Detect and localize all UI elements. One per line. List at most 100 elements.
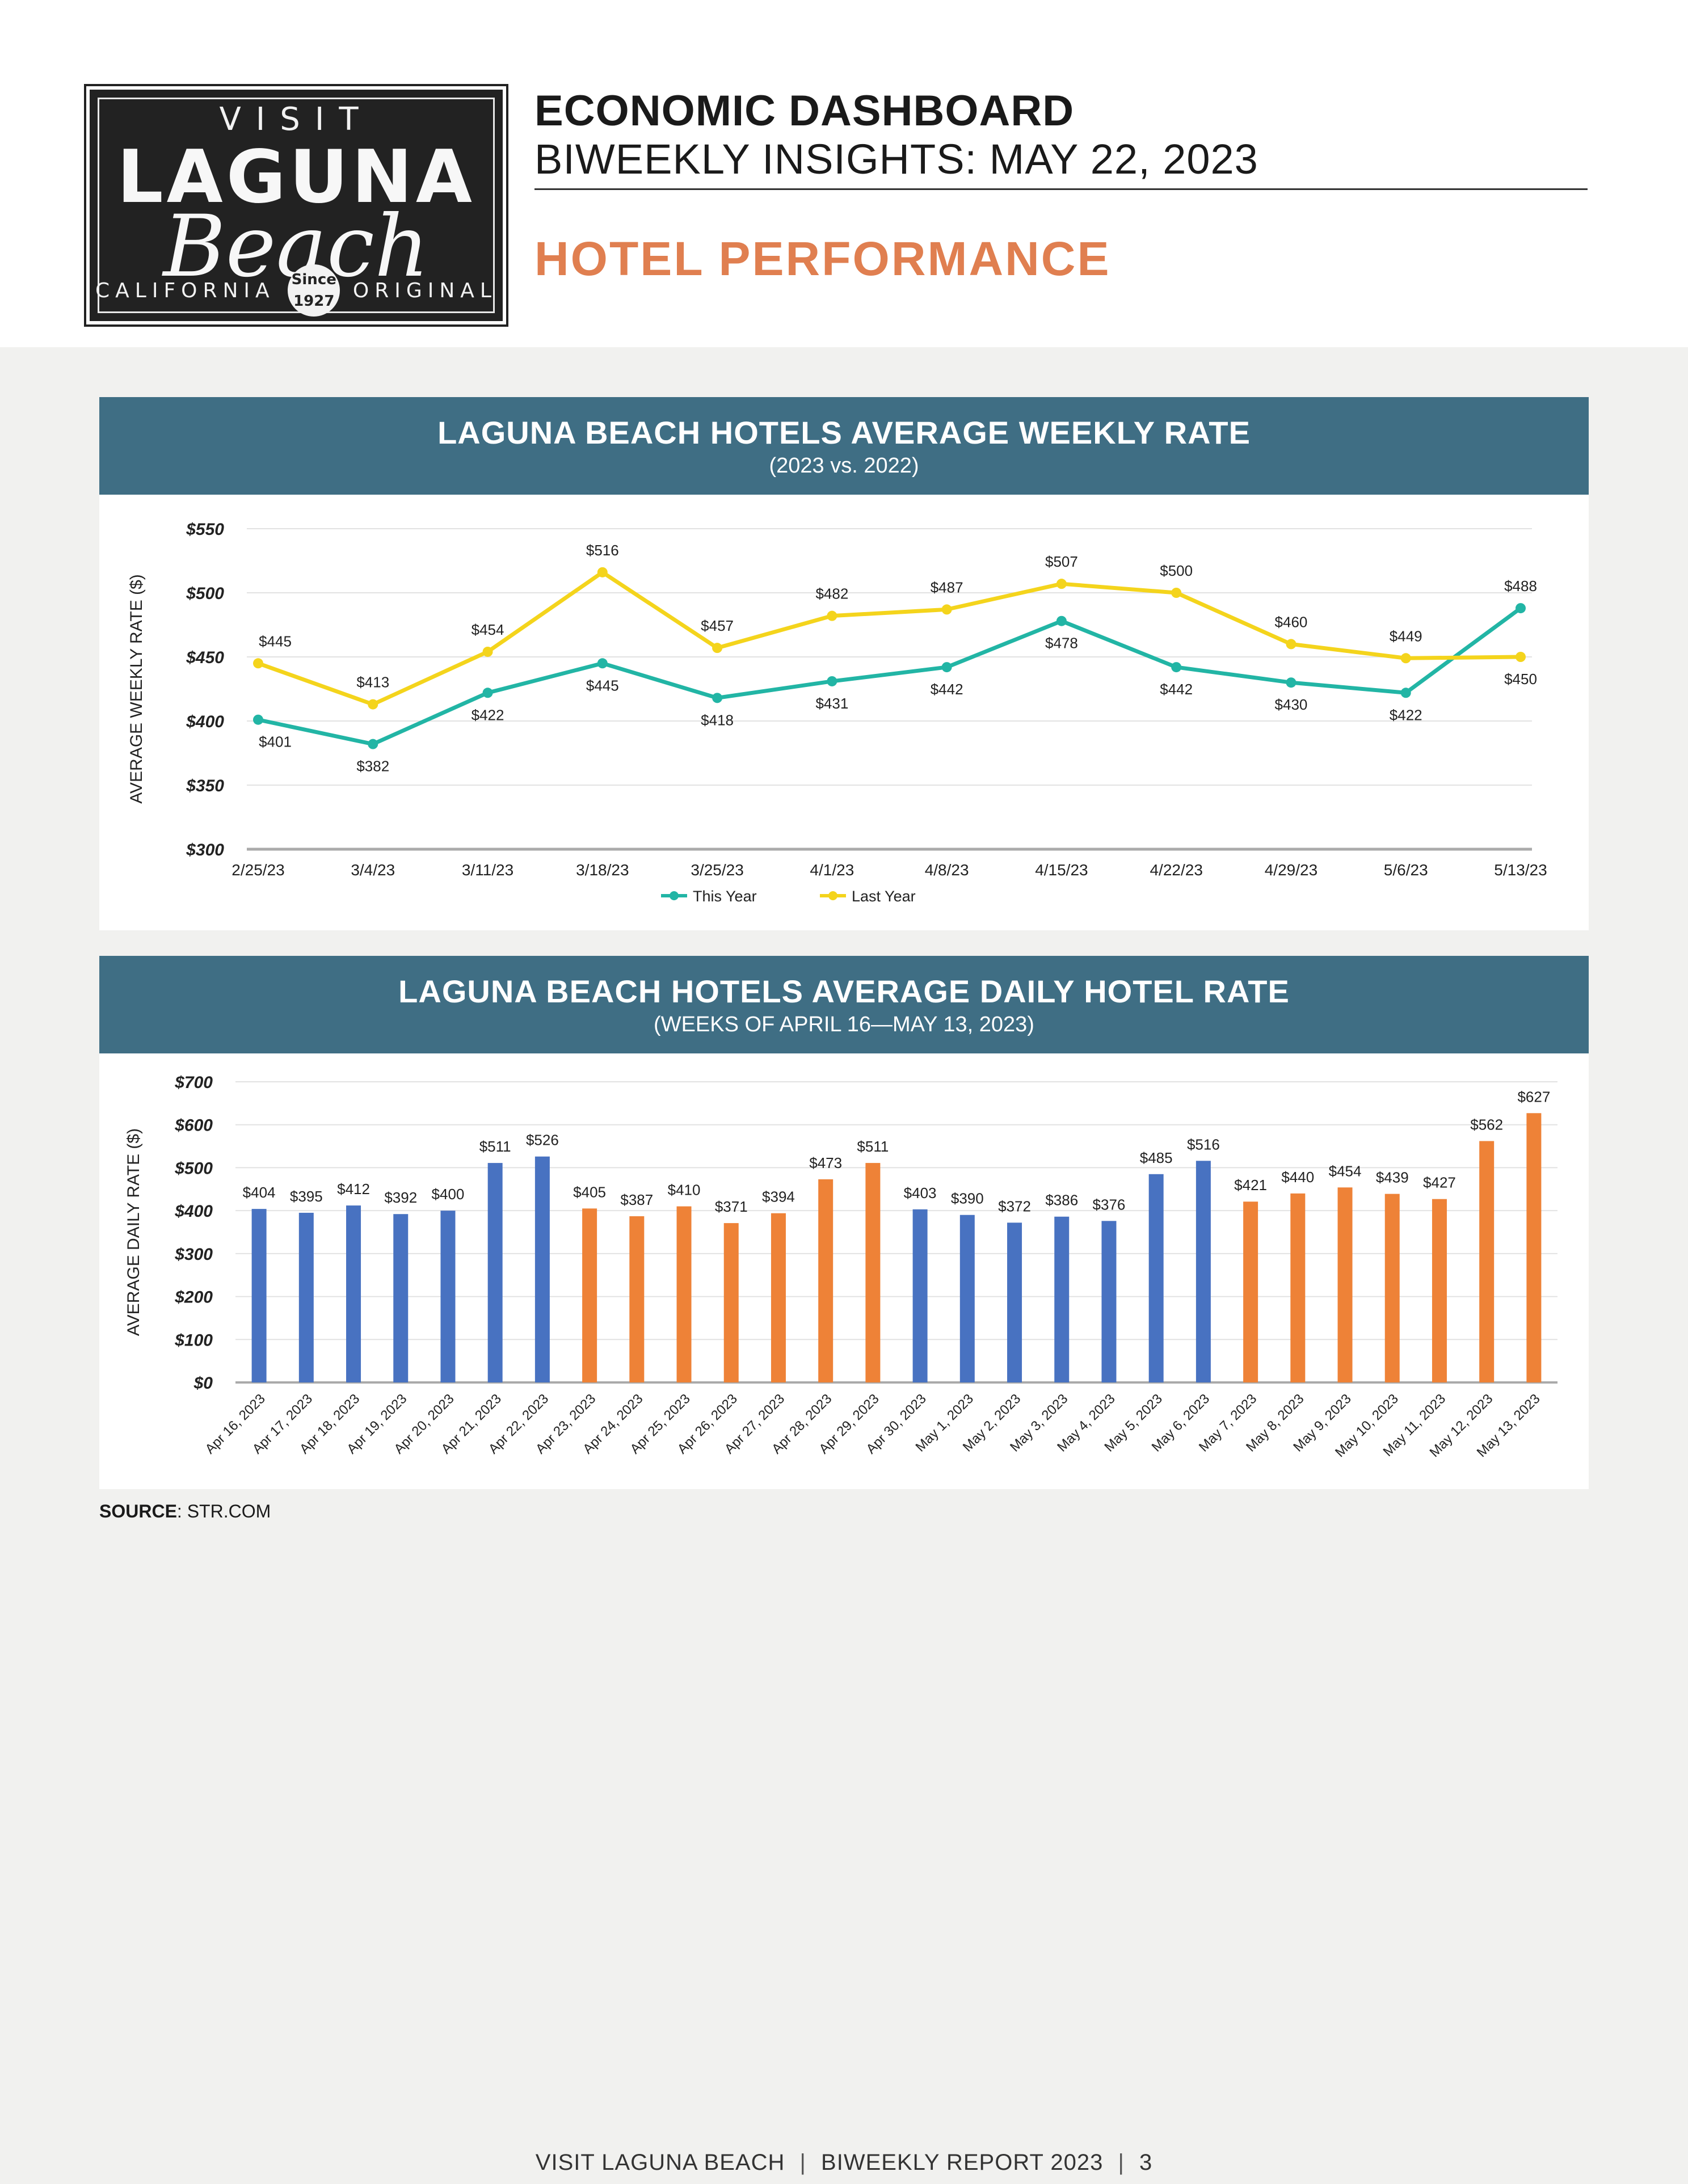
- logo-tagline: CALIFORNIA Since 1927 ORIGINAL: [95, 264, 497, 317]
- y-tick-label: $200: [174, 1288, 213, 1307]
- logo-since-seal: Since 1927: [288, 264, 340, 317]
- data-label: $445: [259, 633, 292, 650]
- data-label: $418: [701, 711, 734, 728]
- y-tick-label: $700: [174, 1073, 213, 1092]
- data-label: $410: [668, 1182, 701, 1199]
- data-label: $442: [1160, 681, 1193, 698]
- data-label: $390: [951, 1190, 984, 1207]
- data-label: $421: [1234, 1177, 1267, 1194]
- data-point: [597, 658, 608, 669]
- data-label: $488: [1504, 577, 1537, 595]
- y-tick-label: $0: [193, 1374, 213, 1393]
- y-tick-label: $450: [186, 648, 224, 667]
- section-title: HOTEL PERFORMANCE: [534, 232, 1111, 285]
- data-point: [597, 567, 608, 577]
- data-point: [712, 693, 723, 703]
- data-label: $395: [290, 1188, 323, 1205]
- bar: [912, 1209, 928, 1382]
- bar: [1526, 1113, 1542, 1382]
- data-point: [253, 658, 263, 669]
- source-label: SOURCE: [99, 1501, 177, 1521]
- y-tick-label: $400: [186, 712, 224, 731]
- data-label: $400: [432, 1186, 465, 1203]
- data-label: $431: [815, 695, 848, 712]
- header-divider: [534, 188, 1588, 190]
- x-tick-label: 2/25/23: [231, 861, 284, 879]
- daily-rate-chart-panel: LAGUNA BEACH HOTELS AVERAGE DAILY HOTEL …: [99, 956, 1589, 1489]
- daily-rate-chart-title: LAGUNA BEACH HOTELS AVERAGE DAILY HOTEL …: [398, 973, 1290, 1009]
- y-axis-label: AVERAGE WEEKLY RATE ($): [127, 574, 146, 804]
- data-label: $371: [715, 1198, 748, 1215]
- legend-label: Last Year: [852, 888, 916, 905]
- bar: [959, 1215, 975, 1382]
- y-tick-label: $550: [186, 520, 224, 539]
- bar: [1479, 1141, 1495, 1382]
- daily-rate-chart-subtitle: (WEEKS OF APRIL 16—MAY 13, 2023): [654, 1013, 1034, 1036]
- data-point: [827, 610, 837, 621]
- daily-rate-chart-header: LAGUNA BEACH HOTELS AVERAGE DAILY HOTEL …: [99, 956, 1589, 1053]
- data-point: [482, 688, 493, 698]
- legend-swatch-marker: [670, 891, 679, 900]
- bar: [1101, 1221, 1117, 1382]
- y-tick-label: $600: [174, 1116, 213, 1135]
- x-tick-label: 3/18/23: [576, 861, 629, 879]
- bar: [1196, 1161, 1211, 1382]
- data-point: [1400, 653, 1411, 664]
- y-axis-label: AVERAGE DAILY RATE ($): [124, 1128, 143, 1336]
- y-tick-label: $300: [186, 841, 224, 859]
- y-tick-label: $300: [174, 1245, 213, 1264]
- data-label: $445: [586, 677, 619, 694]
- bar: [298, 1212, 314, 1382]
- logo-california-text: CALIFORNIA: [95, 279, 275, 302]
- data-point: [1056, 579, 1067, 589]
- data-label: $457: [701, 617, 734, 634]
- data-point: [1516, 652, 1526, 662]
- data-label: $485: [1140, 1149, 1173, 1166]
- bar: [629, 1216, 645, 1382]
- logo-original-text: ORIGINAL: [352, 279, 497, 302]
- data-point: [1286, 677, 1296, 688]
- bar: [723, 1223, 739, 1382]
- data-label: $460: [1275, 613, 1308, 630]
- weekly-rate-chart-header: LAGUNA BEACH HOTELS AVERAGE WEEKLY RATE …: [99, 397, 1589, 495]
- data-point: [253, 714, 263, 725]
- logo-laguna-text: LAGUNA: [117, 135, 475, 220]
- bar: [251, 1209, 267, 1382]
- bar: [865, 1163, 881, 1382]
- footer-page-number: 3: [1139, 2150, 1153, 2175]
- x-tick-label: 5/6/23: [1384, 861, 1428, 879]
- data-label: $430: [1275, 696, 1308, 713]
- weekly-rate-line-chart: $300 $350 $400 $450 $500 $550 2/25/23 3/4/23 3/1…: [127, 520, 1547, 905]
- data-label: $403: [904, 1184, 937, 1201]
- data-label: $450: [1504, 671, 1537, 688]
- bar: [1337, 1187, 1353, 1382]
- logo-seal-year: 1927: [293, 293, 335, 310]
- bar: [487, 1163, 503, 1382]
- source-text: : STR.COM: [176, 1501, 271, 1521]
- data-label: $427: [1423, 1174, 1456, 1191]
- x-tick-label: 3/4/23: [351, 861, 395, 879]
- data-label: $422: [472, 706, 504, 723]
- visit-laguna-beach-logo: VISIT LAGUNA Beach CALIFORNIA Since 1927…: [84, 84, 508, 327]
- x-tick-label: 4/1/23: [810, 861, 854, 879]
- bar: [393, 1214, 409, 1382]
- data-label: $516: [586, 542, 619, 559]
- data-label: $405: [573, 1183, 606, 1200]
- footer-separator: |: [1118, 2150, 1125, 2175]
- y-tick-label: $350: [186, 777, 224, 795]
- series-line-this-year: [258, 606, 1522, 747]
- x-tick-label: 5/13/23: [1494, 861, 1547, 879]
- bar: [534, 1156, 550, 1382]
- data-point: [941, 662, 952, 673]
- y-tick-label: $500: [174, 1159, 213, 1178]
- x-tick-label: 4/29/23: [1265, 861, 1317, 879]
- data-point: [712, 643, 723, 653]
- data-point: [368, 739, 378, 749]
- x-tick-label: 4/8/23: [925, 861, 969, 879]
- bar: [1148, 1174, 1164, 1382]
- data-label: $386: [1045, 1192, 1078, 1209]
- data-point: [1171, 662, 1182, 673]
- data-label: $454: [472, 621, 504, 638]
- data-label: $387: [620, 1191, 653, 1208]
- weekly-rate-chart-title: LAGUNA BEACH HOTELS AVERAGE WEEKLY RATE: [437, 415, 1251, 450]
